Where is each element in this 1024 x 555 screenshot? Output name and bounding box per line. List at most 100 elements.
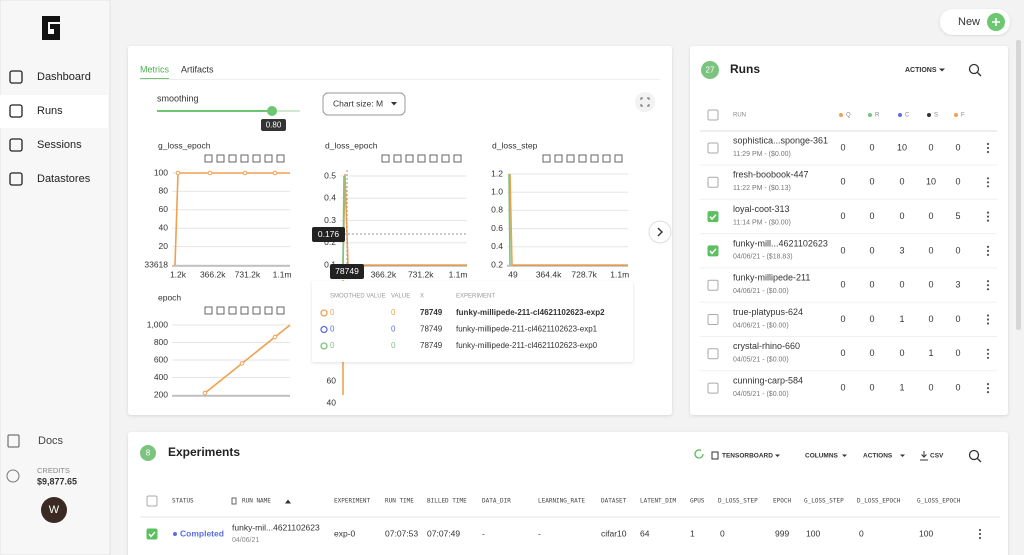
more-dot[interactable] — [986, 142, 990, 146]
chart-tool[interactable] — [240, 306, 249, 315]
checkbox[interactable] — [146, 495, 158, 507]
run-name[interactable]: cunning-carp-584 — [733, 375, 803, 385]
more-dot[interactable] — [986, 356, 990, 359]
checkbox[interactable] — [707, 142, 719, 154]
chart-tool[interactable] — [264, 154, 273, 163]
nav-icon[interactable] — [9, 138, 23, 152]
chart-tool[interactable] — [216, 154, 225, 163]
avatar[interactable] — [41, 497, 67, 523]
more-dot[interactable] — [986, 245, 990, 248]
column-header[interactable]: DATA_DIR — [482, 498, 511, 505]
search-icon[interactable] — [968, 449, 980, 461]
expand-button[interactable] — [635, 92, 655, 112]
column-header[interactable]: LATENT_DIM — [640, 498, 677, 505]
run-name[interactable]: fresh-boobook-447 — [733, 170, 809, 180]
checkbox[interactable] — [707, 314, 719, 325]
logo[interactable] — [42, 16, 60, 40]
chart-size-select[interactable] — [322, 92, 406, 116]
nav-label[interactable]: Runs — [37, 105, 63, 117]
more-dot[interactable] — [986, 211, 990, 214]
more-dot[interactable] — [986, 352, 990, 355]
checkbox[interactable] — [707, 176, 719, 188]
chart-tool[interactable] — [590, 154, 599, 163]
more-dot[interactable] — [986, 387, 990, 390]
column-header[interactable]: STATUS — [172, 498, 194, 505]
nav-icon[interactable] — [9, 104, 23, 118]
more-dot[interactable] — [986, 185, 990, 188]
more-dot[interactable] — [986, 219, 990, 222]
slider-knob[interactable] — [267, 106, 277, 116]
more-dot[interactable] — [986, 280, 990, 283]
more-dot[interactable] — [986, 318, 990, 321]
chart-tool[interactable] — [393, 154, 402, 163]
more-dot[interactable] — [986, 391, 990, 394]
tab[interactable]: Artifacts — [181, 64, 214, 74]
actions-menu[interactable]: ACTIONS — [905, 67, 937, 74]
chart-tool[interactable] — [240, 154, 249, 163]
run-name[interactable]: crystal-rhino-660 — [733, 341, 800, 351]
chart-tool[interactable] — [228, 154, 237, 163]
run-name[interactable]: funky-millipede-211 — [733, 273, 810, 283]
chart-tool[interactable] — [252, 154, 261, 163]
run-name[interactable]: true-platypus-624 — [733, 307, 803, 317]
column-header[interactable]: LEARNING_RATE — [538, 498, 585, 505]
chart-tool[interactable] — [264, 306, 273, 315]
column-header[interactable]: G_LOSS_STEP — [804, 498, 844, 505]
column-header[interactable]: BILLED TIME — [427, 498, 467, 505]
more-dot[interactable] — [986, 348, 990, 351]
column-header[interactable]: RUN TIME — [385, 498, 414, 505]
more-dot[interactable] — [986, 322, 990, 325]
chart-tool[interactable] — [453, 154, 462, 163]
chart-tool[interactable] — [566, 154, 575, 163]
more-dot[interactable] — [986, 284, 990, 287]
chart-tool[interactable] — [578, 154, 587, 163]
checkbox[interactable] — [707, 245, 719, 257]
chart-tool[interactable] — [554, 154, 563, 163]
run-name[interactable]: funky-mil...4621102623 — [232, 522, 320, 532]
nav-icon[interactable] — [9, 70, 23, 84]
chart-tool[interactable] — [276, 154, 285, 163]
chart-tool[interactable] — [614, 154, 623, 163]
column-header[interactable]: RUN NAME — [242, 498, 271, 505]
more-dot[interactable] — [986, 181, 990, 184]
docs-link[interactable]: Docs — [38, 435, 64, 447]
refresh-icon[interactable] — [694, 449, 704, 459]
toolbar-button[interactable]: ACTIONS — [863, 453, 893, 460]
column-header[interactable]: EPOCH — [773, 498, 791, 505]
column-header[interactable]: GPUS — [690, 498, 705, 505]
checkbox[interactable] — [707, 279, 719, 291]
more-dot[interactable] — [978, 536, 982, 540]
chart-tool[interactable] — [381, 154, 390, 163]
more-dot[interactable] — [978, 532, 982, 536]
chart-tool[interactable] — [252, 306, 261, 315]
more-dot[interactable] — [986, 383, 990, 386]
chart-tool[interactable] — [417, 154, 426, 163]
column-header[interactable]: D_LOSS_STEP — [718, 498, 758, 505]
nav-label[interactable]: Datastores — [37, 173, 91, 185]
run-name[interactable]: sophistica...sponge-361 — [733, 135, 828, 145]
chart-tool[interactable] — [204, 154, 213, 163]
more-dot[interactable] — [986, 146, 990, 150]
more-dot[interactable] — [986, 288, 990, 291]
more-dot[interactable] — [986, 253, 990, 256]
more-dot[interactable] — [986, 215, 990, 218]
chart-tool[interactable] — [602, 154, 611, 163]
checkbox[interactable] — [707, 348, 719, 360]
chart-tool[interactable] — [441, 154, 450, 163]
column-header[interactable]: DATASET — [601, 498, 627, 505]
column-header[interactable]: G_LOSS_EPOCH — [917, 498, 961, 505]
run-name[interactable]: funky-mill...4621102623 — [733, 238, 828, 248]
column-header[interactable]: D_LOSS_EPOCH — [857, 498, 901, 505]
next-button[interactable] — [648, 220, 672, 244]
search-icon[interactable] — [968, 63, 980, 75]
toolbar-button[interactable]: CSV — [930, 453, 944, 460]
checkbox[interactable] — [707, 382, 719, 394]
chart-tool[interactable] — [429, 154, 438, 163]
column-header[interactable]: EXPERIMENT — [334, 498, 371, 505]
nav-label[interactable]: Dashboard — [37, 71, 91, 83]
more-dot[interactable] — [986, 314, 990, 317]
more-dot[interactable] — [978, 528, 982, 532]
more-dot[interactable] — [986, 249, 990, 252]
run-name[interactable]: loyal-coot-313 — [733, 204, 790, 214]
nav-label[interactable]: Sessions — [37, 139, 82, 151]
